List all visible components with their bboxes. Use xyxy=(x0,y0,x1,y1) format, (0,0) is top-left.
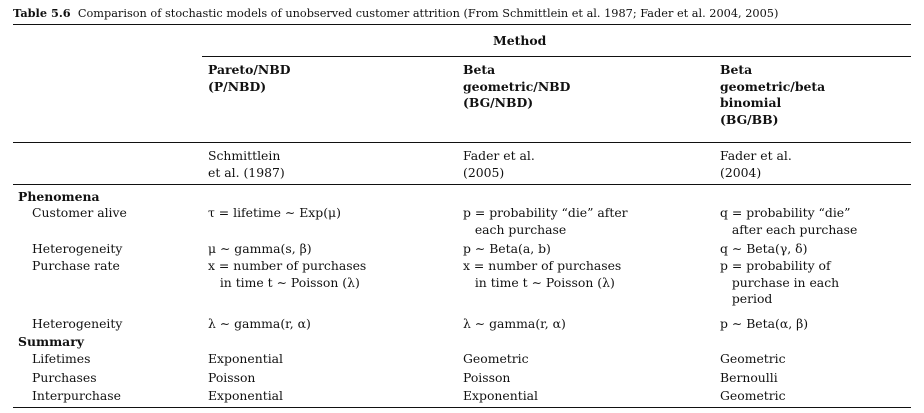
header-rule xyxy=(13,142,911,143)
cell-interpurchase-bgbb: Geometric xyxy=(720,388,786,403)
model-source-bgnbd: Fader et al. (2005) xyxy=(463,148,535,180)
cell-interpurchase-bgnbd: Exponential xyxy=(463,388,539,403)
cell-lifetimes-bgnbd: Geometric xyxy=(463,351,529,366)
row-label-purchases: Purchases xyxy=(32,370,97,385)
cell-customer-alive-bgnbd: p = probability “die” after each purchas… xyxy=(463,205,628,237)
cell-purchases-bgnbd: Poisson xyxy=(463,370,511,385)
row-label-lifetimes: Lifetimes xyxy=(32,351,91,366)
cell-interpurchase-pnbd: Exponential xyxy=(208,388,284,403)
cell-heterogeneity-1-bgbb: q ∼ Beta(γ, δ) xyxy=(720,241,808,256)
cell-customer-alive-pnbd: τ = lifetime ∼ Exp(μ) xyxy=(208,205,341,220)
section-title-summary: Summary xyxy=(18,334,84,349)
cell-purchase-rate-pnbd: x = number of purchases in time t ∼ Pois… xyxy=(208,258,367,290)
cell-lifetimes-bgbb: Geometric xyxy=(720,351,786,366)
model-source-bgbb: Fader et al. (2004) xyxy=(720,148,792,180)
model-source-pnbd: Schmittlein et al. (1987) xyxy=(208,148,285,180)
cell-lifetimes-pnbd: Exponential xyxy=(208,351,284,366)
method-header: Method xyxy=(493,33,547,48)
model-name-pnbd: Pareto/NBD (P/NBD) xyxy=(208,62,291,94)
row-label-heterogeneity-2: Heterogeneity xyxy=(32,316,123,331)
row-label-heterogeneity-1: Heterogeneity xyxy=(32,241,123,256)
cell-purchase-rate-bgnbd: x = number of purchases in time t ∼ Pois… xyxy=(463,258,622,290)
table-caption: Table 5.6 Comparison of stochastic model… xyxy=(13,6,778,20)
cell-heterogeneity-2-bgnbd: λ ∼ gamma(r, α) xyxy=(463,316,566,331)
model-name-bgbb: Beta geometric/beta binomial (BG/BB) xyxy=(720,62,826,127)
caption-text: Comparison of stochastic models of unobs… xyxy=(77,7,779,20)
row-label-interpurchase: Interpurchase xyxy=(32,388,121,403)
top-rule xyxy=(13,24,911,26)
row-label-purchase-rate: Purchase rate xyxy=(32,258,120,273)
section-title-phenomena: Phenomena xyxy=(18,189,100,204)
cell-heterogeneity-2-pnbd: λ ∼ gamma(r, α) xyxy=(208,316,311,331)
bottom-rule xyxy=(13,407,911,409)
cell-customer-alive-bgbb: q = probability “die” after each purchas… xyxy=(720,205,858,237)
method-underline xyxy=(202,56,911,57)
source-rule xyxy=(13,184,911,185)
cell-heterogeneity-1-bgnbd: p ∼ Beta(a, b) xyxy=(463,241,551,256)
row-label-customer-alive: Customer alive xyxy=(32,205,127,220)
cell-purchases-bgbb: Bernoulli xyxy=(720,370,778,385)
table-number: Table 5.6 xyxy=(13,6,71,20)
model-name-bgnbd: Beta geometric/NBD (BG/NBD) xyxy=(463,62,571,110)
cell-purchases-pnbd: Poisson xyxy=(208,370,256,385)
cell-purchase-rate-bgbb: p = probability of purchase in each peri… xyxy=(720,258,840,306)
cell-heterogeneity-2-bgbb: p ∼ Beta(α, β) xyxy=(720,316,809,331)
cell-heterogeneity-1-pnbd: μ ∼ gamma(s, β) xyxy=(208,241,312,256)
